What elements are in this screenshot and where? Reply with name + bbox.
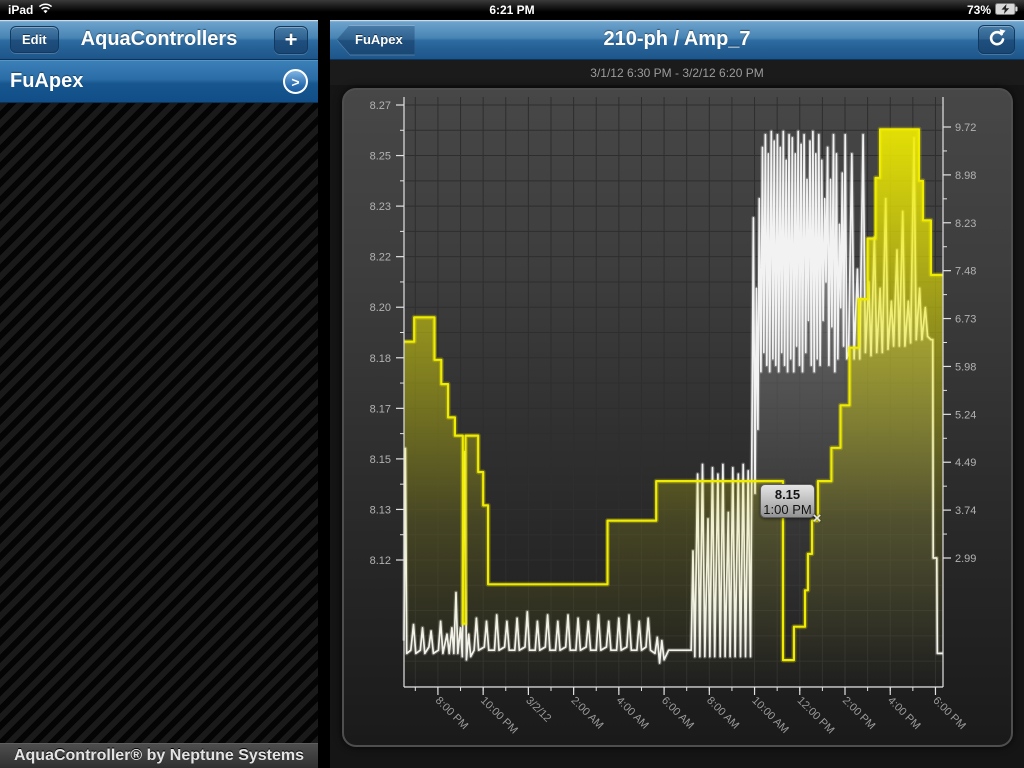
svg-text:2:00 AM: 2:00 AM xyxy=(568,695,605,732)
svg-text:10:00 PM: 10:00 PM xyxy=(478,695,520,737)
svg-text:8.13: 8.13 xyxy=(370,504,391,516)
controller-name-label: FuApex xyxy=(10,70,84,92)
wifi-icon xyxy=(38,3,53,17)
edit-button[interactable]: Edit xyxy=(10,26,59,53)
sidebar-footer: AquaController® by Neptune Systems xyxy=(0,743,318,768)
carrier-label: iPad xyxy=(8,3,34,17)
sidebar-background-pattern xyxy=(0,103,318,743)
disclosure-chevron-icon[interactable]: > xyxy=(283,69,308,94)
refresh-icon xyxy=(987,28,1007,51)
page-title: 210-ph / Amp_7 xyxy=(603,28,751,50)
svg-text:12:00 PM: 12:00 PM xyxy=(795,695,837,737)
refresh-button[interactable] xyxy=(978,25,1015,54)
date-range-label: 3/1/12 6:30 PM - 3/2/12 6:20 PM xyxy=(330,60,1024,85)
chart-area: 8.27 8.25 8.23 8.22 8.20 8.18 8.17 8.15 8.13 8.12… xyxy=(330,85,1024,768)
tooltip-value: 8.15 xyxy=(774,487,801,502)
svg-text:8.23: 8.23 xyxy=(955,218,976,230)
svg-text:8.25: 8.25 xyxy=(370,151,391,163)
svg-text:8.17: 8.17 xyxy=(370,403,391,415)
svg-text:10:00 AM: 10:00 AM xyxy=(749,695,790,736)
battery-percent: 73% xyxy=(966,3,991,17)
svg-text:8:00 AM: 8:00 AM xyxy=(704,695,741,732)
selected-point-marker[interactable]: × xyxy=(812,510,822,527)
svg-text:2:00 PM: 2:00 PM xyxy=(840,695,877,732)
svg-text:6.73: 6.73 xyxy=(955,314,976,326)
sidebar-item-fuapex[interactable]: FuApex > xyxy=(0,60,318,103)
svg-text:8:00 PM: 8:00 PM xyxy=(433,695,470,732)
add-controller-button[interactable]: + xyxy=(274,25,308,54)
detail-panel: FuApex 210-ph / Amp_7 3/1/12 6:30 PM - 3… xyxy=(330,20,1024,768)
svg-text:8.22: 8.22 xyxy=(370,252,391,264)
sidebar: Edit AquaControllers + FuApex > AquaCont… xyxy=(0,20,318,768)
svg-text:8.18: 8.18 xyxy=(370,353,391,365)
svg-text:6:00 AM: 6:00 AM xyxy=(659,695,696,732)
svg-text:8.12: 8.12 xyxy=(370,555,391,567)
svg-text:5.98: 5.98 xyxy=(955,361,976,373)
svg-text:8.27: 8.27 xyxy=(370,100,391,112)
svg-text:8.98: 8.98 xyxy=(955,170,976,182)
chart-canvas[interactable]: 8.27 8.25 8.23 8.22 8.20 8.18 8.17 8.15 8.13 8.12… xyxy=(344,90,1011,745)
clock: 6:21 PM xyxy=(489,3,535,17)
chart-tooltip: 8.15 1:00 PM xyxy=(760,484,815,518)
back-button-label: FuApex xyxy=(337,24,415,55)
svg-text:8.15: 8.15 xyxy=(370,454,391,466)
tooltip-time: 1:00 PM xyxy=(763,502,812,517)
sidebar-navbar: Edit AquaControllers + xyxy=(0,20,318,60)
svg-text:3/2/12: 3/2/12 xyxy=(523,695,553,725)
svg-text:2.99: 2.99 xyxy=(955,553,976,565)
svg-text:5.24: 5.24 xyxy=(955,409,976,421)
svg-text:8.23: 8.23 xyxy=(370,201,391,213)
chart-container: 8.27 8.25 8.23 8.22 8.20 8.18 8.17 8.15 8.13 8.12… xyxy=(342,88,1013,747)
svg-text:8.20: 8.20 xyxy=(370,302,391,314)
battery-icon xyxy=(995,2,1018,18)
svg-text:4:00 PM: 4:00 PM xyxy=(885,695,922,732)
status-bar: iPad 6:21 PM 73% xyxy=(0,0,1024,20)
detail-navbar: FuApex 210-ph / Amp_7 xyxy=(330,20,1024,60)
svg-text:4.49: 4.49 xyxy=(955,457,976,469)
svg-text:4:00 AM: 4:00 AM xyxy=(614,695,651,732)
panel-divider xyxy=(318,20,330,768)
svg-text:6:00 PM: 6:00 PM xyxy=(930,695,967,732)
back-button[interactable]: FuApex xyxy=(337,24,415,55)
svg-text:3.74: 3.74 xyxy=(955,505,976,517)
svg-text:7.48: 7.48 xyxy=(955,266,976,278)
svg-text:9.72: 9.72 xyxy=(955,122,976,134)
